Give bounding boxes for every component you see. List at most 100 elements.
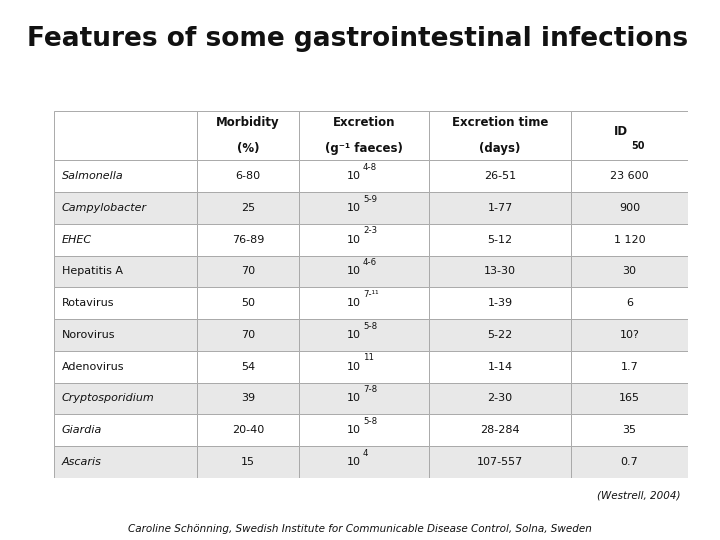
Bar: [300, 111, 429, 160]
Text: 10: 10: [347, 426, 361, 435]
Text: Ascaris: Ascaris: [62, 457, 102, 467]
Bar: [54, 224, 197, 255]
Text: 10?: 10?: [620, 330, 639, 340]
Text: 39: 39: [241, 394, 255, 403]
Bar: [429, 351, 572, 383]
Bar: [54, 160, 197, 192]
Bar: [429, 414, 572, 446]
Bar: [300, 224, 429, 255]
Bar: [300, 287, 429, 319]
Bar: [197, 255, 300, 287]
Text: 165: 165: [619, 394, 640, 403]
Bar: [54, 192, 197, 224]
Text: 13-30: 13-30: [484, 266, 516, 276]
Bar: [54, 414, 197, 446]
Bar: [197, 414, 300, 446]
Bar: [572, 319, 688, 351]
Text: 2-30: 2-30: [487, 394, 513, 403]
Text: 5-22: 5-22: [487, 330, 513, 340]
Text: 28-284: 28-284: [480, 426, 520, 435]
Text: 1.7: 1.7: [621, 362, 639, 372]
Bar: [572, 351, 688, 383]
Bar: [54, 111, 197, 160]
Text: 10: 10: [347, 457, 361, 467]
Text: 30: 30: [623, 266, 636, 276]
Text: Hepatitis A: Hepatitis A: [62, 266, 122, 276]
Text: 10: 10: [347, 235, 361, 245]
Text: Excretion: Excretion: [333, 116, 395, 129]
Bar: [429, 287, 572, 319]
Text: 70: 70: [241, 330, 255, 340]
Bar: [197, 160, 300, 192]
Bar: [300, 255, 429, 287]
Text: 6: 6: [626, 298, 633, 308]
Bar: [300, 383, 429, 414]
Text: 76-89: 76-89: [232, 235, 264, 245]
Text: 107-557: 107-557: [477, 457, 523, 467]
Bar: [429, 319, 572, 351]
Text: Rotavirus: Rotavirus: [62, 298, 114, 308]
Text: 900: 900: [619, 203, 640, 213]
Text: 4-8: 4-8: [363, 163, 377, 172]
Text: Adenovirus: Adenovirus: [62, 362, 124, 372]
Bar: [572, 383, 688, 414]
Bar: [54, 287, 197, 319]
Bar: [572, 111, 688, 160]
Text: 26-51: 26-51: [484, 171, 516, 181]
Bar: [197, 446, 300, 478]
Bar: [197, 351, 300, 383]
Text: Salmonella: Salmonella: [62, 171, 123, 181]
Bar: [429, 111, 572, 160]
Text: 10: 10: [347, 298, 361, 308]
Bar: [197, 111, 300, 160]
Text: 1-77: 1-77: [487, 203, 513, 213]
Text: 6-80: 6-80: [235, 171, 261, 181]
Text: Cryptosporidium: Cryptosporidium: [62, 394, 154, 403]
Text: (days): (days): [480, 142, 521, 155]
Text: Caroline Schönning, Swedish Institute for Communicable Disease Control, Solna, S: Caroline Schönning, Swedish Institute fo…: [128, 524, 592, 534]
Text: 10: 10: [347, 362, 361, 372]
Bar: [54, 446, 197, 478]
Bar: [197, 319, 300, 351]
Text: Excretion time: Excretion time: [452, 116, 549, 129]
Text: (g⁻¹ faeces): (g⁻¹ faeces): [325, 142, 403, 155]
Bar: [572, 446, 688, 478]
Bar: [300, 319, 429, 351]
Bar: [429, 255, 572, 287]
Text: 23 600: 23 600: [611, 171, 649, 181]
Text: EHEC: EHEC: [62, 235, 91, 245]
Bar: [300, 446, 429, 478]
Text: ID: ID: [613, 125, 628, 138]
Bar: [572, 192, 688, 224]
Text: 0.7: 0.7: [621, 457, 639, 467]
Text: 1 120: 1 120: [613, 235, 645, 245]
Bar: [429, 192, 572, 224]
Text: 10: 10: [347, 266, 361, 276]
Text: 10: 10: [347, 203, 361, 213]
Text: 50: 50: [241, 298, 255, 308]
Bar: [197, 287, 300, 319]
Bar: [54, 319, 197, 351]
Text: Morbidity: Morbidity: [216, 116, 280, 129]
Bar: [572, 287, 688, 319]
Text: 10: 10: [347, 171, 361, 181]
Text: 15: 15: [241, 457, 255, 467]
Text: 70: 70: [241, 266, 255, 276]
Text: 20-40: 20-40: [232, 426, 264, 435]
Bar: [197, 383, 300, 414]
Text: 11: 11: [363, 353, 374, 362]
Text: Campylobacter: Campylobacter: [62, 203, 147, 213]
Text: (%): (%): [237, 142, 259, 155]
Bar: [197, 224, 300, 255]
Bar: [572, 160, 688, 192]
Bar: [54, 255, 197, 287]
Text: 2-3: 2-3: [363, 226, 377, 235]
Bar: [54, 383, 197, 414]
Text: 1-14: 1-14: [487, 362, 513, 372]
Bar: [429, 383, 572, 414]
Text: 35: 35: [623, 426, 636, 435]
Text: 25: 25: [241, 203, 255, 213]
Text: 4-6: 4-6: [363, 258, 377, 267]
Bar: [300, 414, 429, 446]
Text: Features of some gastrointestinal infections: Features of some gastrointestinal infect…: [27, 26, 688, 52]
